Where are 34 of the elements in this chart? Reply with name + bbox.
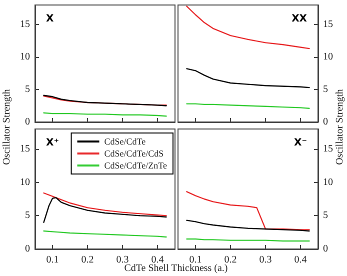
y-tick-label: 5 xyxy=(323,210,328,222)
y-tick-label: 5 xyxy=(25,84,30,95)
x-tick-label: 0.3 xyxy=(259,254,272,266)
y-tick-label: 0 xyxy=(25,244,30,254)
y-tick-label: 5 xyxy=(25,210,30,222)
x-tick-label: 0.2 xyxy=(81,254,94,266)
legend-label: CdSe/CdTe/CdS xyxy=(104,148,164,158)
y-tick-label: 15 xyxy=(323,19,333,30)
y-tick-label: 10 xyxy=(323,52,333,62)
text: X⁻ xyxy=(294,138,308,148)
text: X xyxy=(46,14,54,24)
y-tick-label: 10 xyxy=(20,176,30,188)
text: X⁺ xyxy=(46,138,59,148)
y-tick-label: 0 xyxy=(323,116,328,128)
text: XX xyxy=(292,14,308,24)
y-tick-label: 5 xyxy=(323,84,328,95)
y-tick-label: 10 xyxy=(323,176,333,188)
legend-label: CdSe/CdTe xyxy=(104,136,146,146)
y-tick-label: 0 xyxy=(25,116,30,128)
y-tick-label: 15 xyxy=(20,144,30,154)
y-tick-label: 15 xyxy=(323,144,333,154)
x-tick-label: 0.4 xyxy=(294,254,307,266)
y-tick-label: 0 xyxy=(323,244,328,254)
y-tick-label: 10 xyxy=(20,52,30,62)
y-axis-title: Oscillator Strength xyxy=(2,89,12,165)
x-tick-label: 0.1 xyxy=(189,254,202,266)
x-tick-label: 0.1 xyxy=(46,254,59,266)
y-tick-label: 15 xyxy=(20,19,30,30)
x-tick-label: 0.4 xyxy=(151,254,164,266)
x-axis-title: CdTe Shell Thickness (a.) xyxy=(124,263,228,274)
x-tick-label: 0.3 xyxy=(116,254,129,266)
y-axis-title: Oscillator Strength xyxy=(334,89,346,165)
legend-label: CdSe/CdTe/ZnTe xyxy=(104,160,168,170)
x-tick-label: 0.2 xyxy=(224,254,237,266)
